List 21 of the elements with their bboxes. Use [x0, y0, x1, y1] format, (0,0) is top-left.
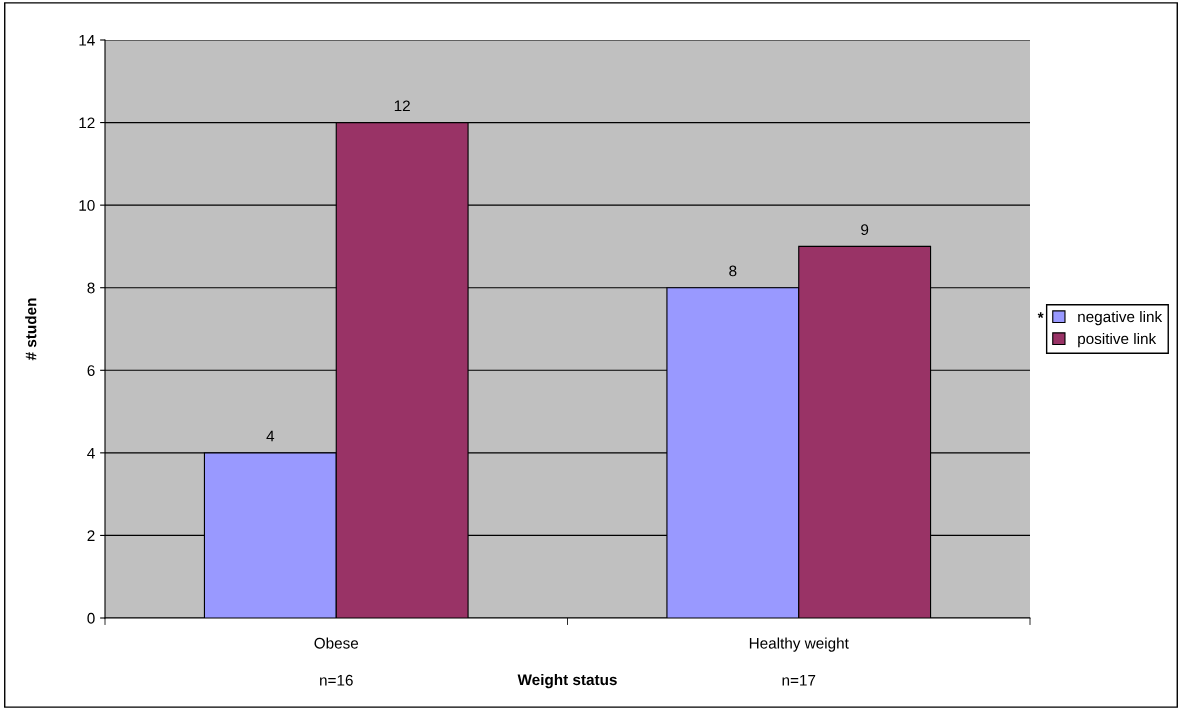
text: n=17 — [782, 675, 816, 686]
y-axis-title: # studen — [25, 298, 37, 361]
text: * — [1037, 312, 1044, 319]
text: n=16 — [320, 674, 353, 686]
y-tick-label: 8 — [87, 282, 95, 294]
y-tick-label: 14 — [79, 35, 95, 46]
y-tick-label: 4 — [87, 447, 95, 459]
y-tick-label: 10 — [79, 200, 95, 211]
y-tick-label: 2 — [87, 530, 95, 541]
x-tick-label: Obese — [314, 637, 359, 649]
legend-label: positive link — [1078, 332, 1157, 348]
x-axis-title: Weight status — [517, 673, 617, 689]
legend-label: negative link — [1078, 310, 1163, 326]
y-tick-label: 0 — [87, 612, 95, 624]
data-label: 4 — [266, 430, 275, 442]
y-tick-label: 6 — [87, 365, 95, 376]
data-label: 9 — [861, 224, 869, 236]
x-tick-label: Healthy weight — [749, 637, 849, 652]
y-tick-label: 12 — [79, 117, 95, 129]
data-label: 8 — [729, 265, 737, 277]
data-label: 12 — [394, 100, 410, 112]
